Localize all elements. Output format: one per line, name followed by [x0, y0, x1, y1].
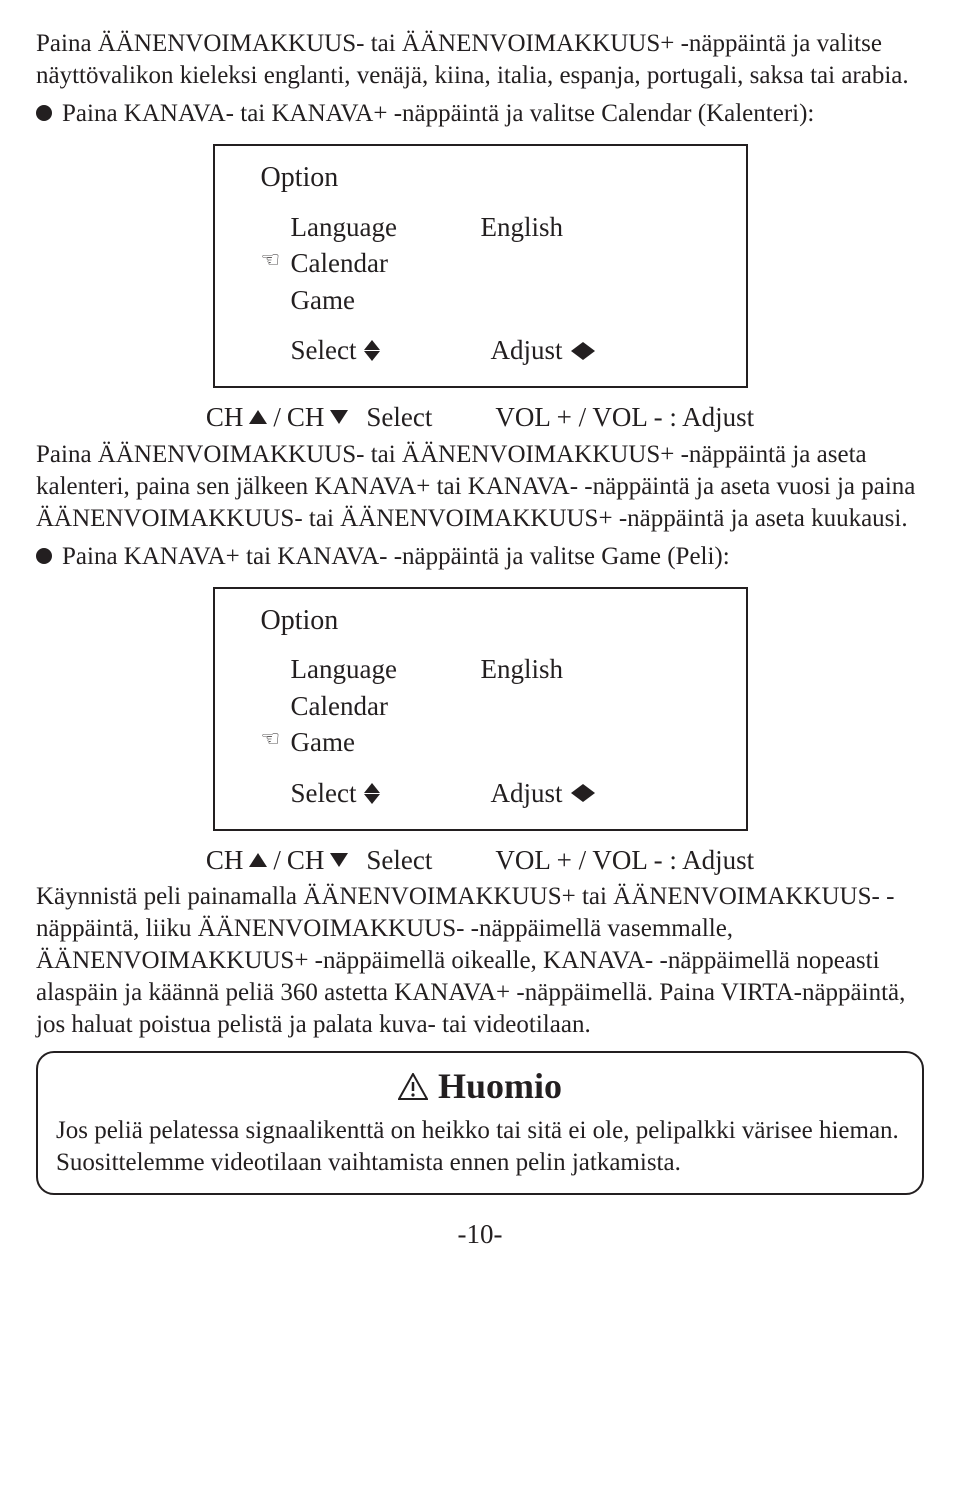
vol-adjust-text: VOL + / VOL - : Adjust — [495, 402, 754, 432]
warning-icon — [398, 1073, 428, 1100]
menu-item-game: Game — [291, 283, 481, 318]
ch-label-2: CH — [287, 400, 325, 435]
select-label: Select — [291, 776, 357, 811]
menu-controls: Select Adjust — [291, 333, 718, 368]
menu-value-english: English — [481, 652, 718, 687]
bullet-game: Paina KANAVA+ tai KANAVA- -näppäintä ja … — [36, 541, 924, 573]
attention-title: Huomio — [56, 1063, 904, 1109]
select-text: Select — [366, 400, 432, 435]
bullet-icon — [36, 548, 52, 564]
menu-item-language: Language — [291, 210, 481, 245]
leftright-icon — [571, 784, 595, 802]
menu-title: Option — [261, 603, 718, 639]
nav-instructions-2: CH / CH Select VOL + / VOL - : Adjust — [36, 843, 924, 878]
triangle-down-icon — [330, 853, 348, 867]
attention-box: Huomio Jos peliä pelatessa signaalikentt… — [36, 1051, 924, 1195]
adjust-label: Adjust — [490, 333, 562, 368]
intro-paragraph: Paina ÄÄNENVOIMAKKUUS- tai ÄÄNENVOIMAKKU… — [36, 28, 924, 92]
menu-title: Option — [261, 160, 718, 196]
menu-item-game: Game — [291, 725, 481, 760]
attention-body: Jos peliä pelatessa signaalikenttä on he… — [56, 1115, 904, 1179]
ch-label: CH — [206, 400, 244, 435]
triangle-down-icon — [330, 410, 348, 424]
ch-label-2: CH — [287, 843, 325, 878]
updown-icon — [364, 783, 380, 804]
slash: / — [273, 400, 281, 435]
ch-label: CH — [206, 843, 244, 878]
menu-value-english: English — [481, 210, 718, 245]
select-label: Select — [291, 333, 357, 368]
bullet-calendar: Paina KANAVA- tai KANAVA+ -näppäintä ja … — [36, 98, 924, 130]
menu-item-calendar: Calendar — [291, 689, 481, 724]
bullet-calendar-text: Paina KANAVA- tai KANAVA+ -näppäintä ja … — [62, 98, 814, 130]
menu-item-calendar: Calendar — [291, 246, 481, 281]
bullet-game-text: Paina KANAVA+ tai KANAVA- -näppäintä ja … — [62, 541, 730, 573]
adjust-label: Adjust — [490, 776, 562, 811]
triangle-up-icon — [249, 853, 267, 867]
page-number: -10- — [36, 1217, 924, 1252]
menu-items: Language English ☜ Calendar Game — [261, 210, 718, 318]
slash: / — [273, 843, 281, 878]
menu-controls: Select Adjust — [291, 776, 718, 811]
menu-item-language: Language — [291, 652, 481, 687]
updown-icon — [364, 340, 380, 361]
attention-title-text: Huomio — [438, 1063, 562, 1109]
select-text: Select — [366, 843, 432, 878]
menu-items: Language English Calendar ☜ Game — [261, 652, 718, 760]
nav-instructions-1: CH / CH Select VOL + / VOL - : Adjust — [36, 400, 924, 435]
game-instructions: Käynnistä peli painamalla ÄÄNENVOIMAKKUU… — [36, 881, 924, 1041]
pointer-icon: ☜ — [261, 725, 291, 760]
bullet-icon — [36, 105, 52, 121]
calendar-instructions: Paina ÄÄNENVOIMAKKUUS- tai ÄÄNENVOIMAKKU… — [36, 439, 924, 535]
triangle-up-icon — [249, 410, 267, 424]
option-menu-calendar: Option Language English ☜ Calendar Game … — [213, 144, 748, 388]
leftright-icon — [571, 342, 595, 360]
vol-adjust-text: VOL + / VOL - : Adjust — [495, 845, 754, 875]
pointer-icon: ☜ — [261, 246, 291, 281]
option-menu-game: Option Language English Calendar ☜ Game … — [213, 587, 748, 831]
